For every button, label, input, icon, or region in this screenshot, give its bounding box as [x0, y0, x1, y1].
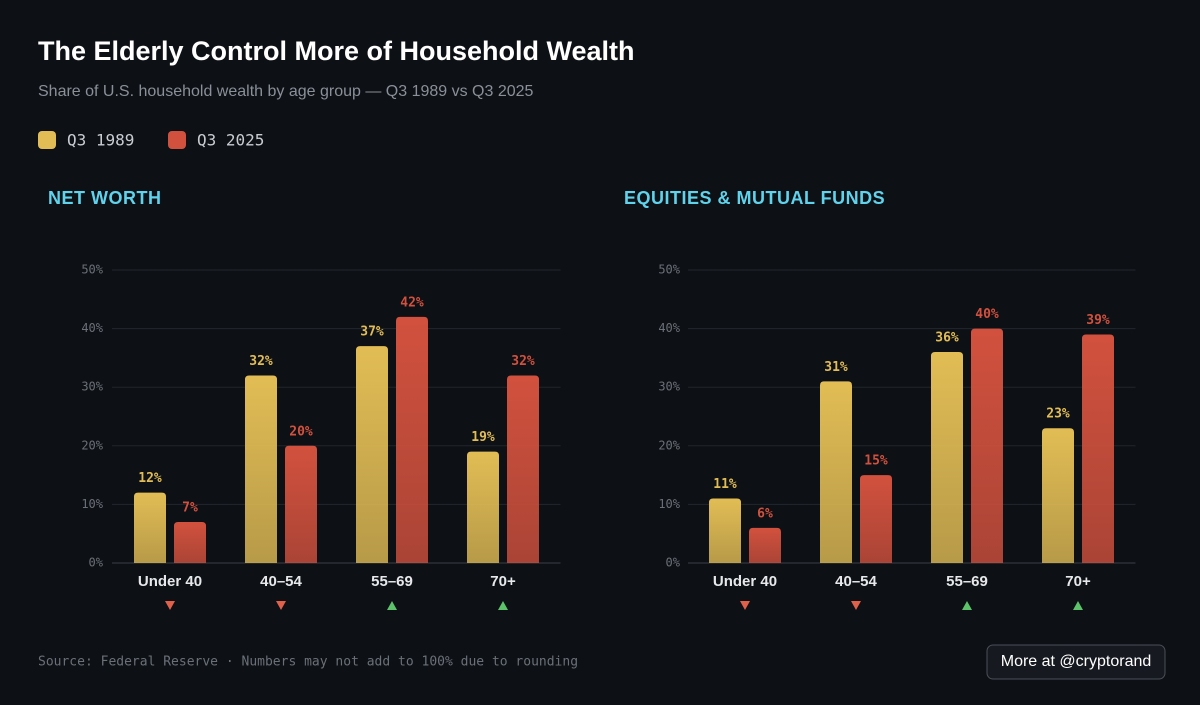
- up-arrow: [1073, 601, 1083, 610]
- more-button[interactable]: [986, 644, 1166, 680]
- y-tick-label: 20%: [658, 438, 680, 452]
- x-tick-label: Under 40: [138, 573, 202, 590]
- chart-title: EQUITIES & MUTUAL FUNDS: [624, 188, 885, 208]
- bar: [820, 381, 852, 563]
- x-tick-label: Under 40: [713, 573, 777, 590]
- value-label: 11%: [713, 477, 737, 492]
- value-label: 7%: [182, 500, 198, 515]
- y-tick-label: 20%: [81, 438, 103, 452]
- more-button-label[interactable]: More at @cryptorand: [1001, 653, 1152, 670]
- down-arrow: [740, 601, 750, 610]
- x-tick-label: 70+: [490, 573, 516, 590]
- legend-swatch: [38, 131, 56, 149]
- y-tick-label: 40%: [658, 321, 680, 335]
- bar: [396, 316, 428, 563]
- x-tick-label: 55–69: [371, 573, 413, 590]
- value-label: 32%: [511, 354, 535, 369]
- page-subtitle: Share of U.S. household wealth by age gr…: [38, 83, 534, 100]
- bar: [1042, 428, 1074, 563]
- y-tick-label: 10%: [81, 497, 103, 511]
- value-label: 23%: [1046, 407, 1070, 422]
- bar: [356, 346, 388, 563]
- legend-swatch: [168, 131, 186, 149]
- bar: [174, 521, 206, 563]
- y-tick-label: 30%: [81, 380, 103, 394]
- value-label: 6%: [757, 506, 773, 521]
- x-tick-label: 40–54: [835, 573, 877, 590]
- legend-label: Q3 2025: [197, 131, 264, 150]
- bar: [134, 492, 166, 563]
- value-label: 42%: [400, 295, 424, 310]
- bar: [860, 475, 892, 563]
- x-tick-label: 40–54: [260, 573, 302, 590]
- y-tick-label: 0%: [666, 556, 681, 570]
- y-tick-label: 10%: [658, 497, 680, 511]
- bar: [971, 328, 1003, 563]
- x-tick-label: 55–69: [946, 573, 988, 590]
- legend-label: Q3 1989: [67, 131, 134, 150]
- value-label: 15%: [864, 454, 888, 469]
- x-tick-label: 70+: [1065, 573, 1091, 590]
- bar: [931, 352, 963, 563]
- value-label: 37%: [360, 325, 384, 340]
- page-title: The Elderly Control More of Household We…: [38, 36, 635, 66]
- chart-title: NET WORTH: [48, 188, 161, 208]
- bar: [1082, 334, 1114, 563]
- y-tick-label: 40%: [81, 321, 103, 335]
- value-label: 31%: [824, 360, 848, 375]
- value-label: 32%: [249, 354, 273, 369]
- down-arrow: [276, 601, 286, 610]
- y-tick-label: 50%: [81, 263, 103, 277]
- up-arrow: [387, 601, 397, 610]
- bar: [245, 375, 277, 563]
- bar: [467, 451, 499, 563]
- bar: [285, 445, 317, 563]
- source-note: Source: Federal Reserve · Numbers may no…: [38, 655, 578, 670]
- value-label: 19%: [471, 430, 495, 445]
- value-label: 12%: [138, 471, 162, 486]
- y-tick-label: 30%: [658, 380, 680, 394]
- y-tick-label: 0%: [89, 556, 104, 570]
- up-arrow: [498, 601, 508, 610]
- y-tick-label: 50%: [658, 263, 680, 277]
- value-label: 20%: [289, 424, 313, 439]
- value-label: 40%: [975, 307, 999, 322]
- up-arrow: [962, 601, 972, 610]
- value-label: 36%: [935, 331, 959, 346]
- down-arrow: [165, 601, 175, 610]
- bar: [749, 527, 781, 563]
- legend: Q3 1989 Q3 2025: [38, 131, 264, 150]
- bar: [709, 498, 741, 563]
- value-label: 39%: [1086, 313, 1110, 328]
- bar: [507, 375, 539, 563]
- down-arrow: [851, 601, 861, 610]
